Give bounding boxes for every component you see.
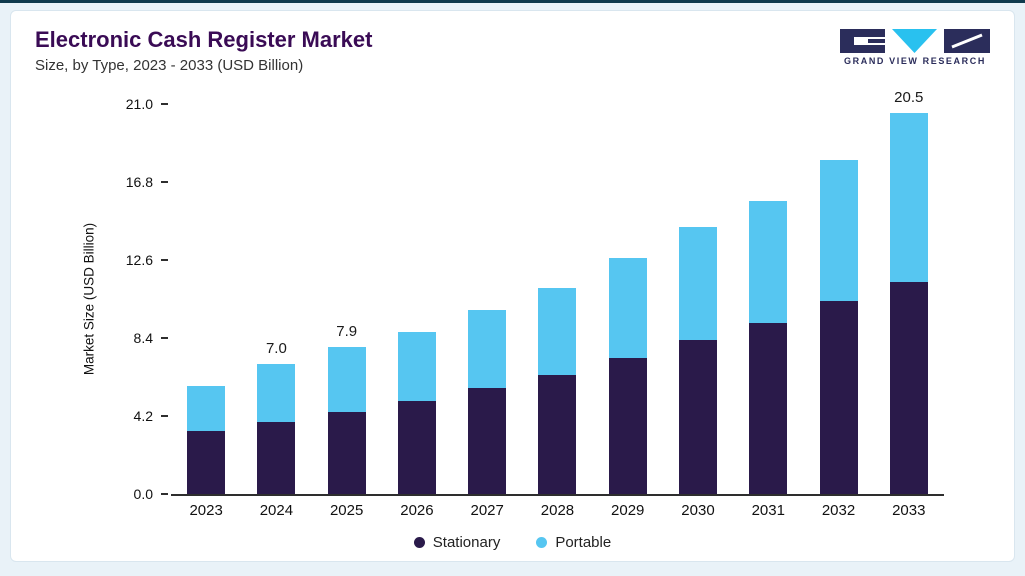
x-tick-label: 2028 [540, 502, 575, 519]
legend-label: Stationary [432, 534, 501, 551]
stacked-bar-2030[interactable] [678, 226, 717, 494]
y-tick-mark [161, 337, 168, 339]
stacked-bar-2031[interactable] [749, 200, 788, 494]
bar-group-2024: 7.0 [241, 104, 311, 494]
x-tick-label: 2025 [329, 502, 364, 519]
logo-text: GRAND VIEW RESEARCH [844, 56, 986, 66]
bar-group-2029 [593, 104, 663, 494]
portable-segment[interactable] [819, 159, 858, 301]
logo-mark-icon [840, 29, 990, 53]
stationary-segment[interactable] [538, 375, 577, 494]
bar-group-2023 [171, 104, 241, 494]
y-tick-label: 21.0 [125, 96, 153, 112]
portable-segment[interactable] [397, 332, 436, 402]
y-tick-mark [161, 259, 168, 261]
logo-r-slash [951, 33, 983, 49]
stationary-segment[interactable] [257, 421, 296, 494]
bar-group-2033: 20.5 [874, 89, 944, 494]
x-tick-label: 2027 [470, 502, 504, 519]
portable-segment[interactable] [468, 310, 507, 389]
y-axis-title: Market Size (USD Billion) [81, 222, 97, 376]
portable-segment[interactable] [187, 386, 226, 431]
logo-v-triangle [892, 29, 937, 53]
y-tick-mark [161, 415, 168, 417]
legend-item-stationary[interactable]: Stationary [413, 534, 501, 551]
bar-value-label: 20.5 [894, 89, 924, 107]
y-tick-label: 12.6 [125, 252, 153, 268]
x-tick-label: 2033 [892, 502, 926, 519]
stacked-bar-2025[interactable] [327, 347, 366, 494]
y-tick-label: 16.8 [125, 174, 153, 190]
y-tick-label: 8.4 [133, 330, 153, 346]
stacked-bar-2029[interactable] [608, 258, 647, 494]
stacked-bar-2027[interactable] [468, 310, 507, 494]
bar-group-2030 [663, 104, 733, 494]
title-block: Electronic Cash Register Market Size, by… [35, 27, 372, 74]
bar-value-label: 7.0 [265, 340, 287, 358]
portable-segment[interactable] [257, 364, 296, 422]
bar-group-2027 [452, 104, 522, 494]
y-tick-mark [161, 493, 168, 495]
stacked-bar-2033[interactable] [889, 113, 928, 494]
x-tick-label: 2031 [751, 502, 785, 519]
bar-group-2028 [522, 104, 592, 494]
page-background: Electronic Cash Register Market Size, by… [0, 0, 1025, 562]
legend-item-portable[interactable]: Portable [536, 534, 611, 551]
stationary-segment[interactable] [749, 323, 788, 494]
stacked-bar-2026[interactable] [397, 332, 436, 494]
portable-segment[interactable] [608, 258, 647, 359]
logo-g-bar [868, 39, 885, 43]
y-tick-label: 4.2 [133, 408, 153, 424]
bars-container: 7.0 7.9 20.5 [171, 89, 944, 494]
logo-g-shape [840, 29, 885, 53]
stationary-segment[interactable] [187, 430, 226, 494]
stationary-segment[interactable] [678, 339, 717, 494]
chart-area: Market Size (USD Billion) 0.0 4.2 8.4 12.6 1… [11, 74, 1014, 551]
portable-segment[interactable] [678, 226, 717, 340]
bar-group-2025: 7.9 [312, 104, 382, 494]
bar-group-2032 [803, 104, 873, 494]
legend-label: Portable [555, 534, 612, 551]
stacked-bar-2032[interactable] [819, 159, 858, 494]
stacked-bar-2023[interactable] [187, 386, 226, 494]
stationary-segment[interactable] [397, 401, 436, 494]
stationary-segment[interactable] [468, 388, 507, 494]
stationary-segment[interactable] [889, 282, 928, 494]
x-tick-label: 2024 [259, 502, 294, 519]
stacked-bar-2028[interactable] [538, 287, 577, 494]
stationary-segment[interactable] [608, 358, 647, 494]
plot-area: 0.0 4.2 8.4 12.6 16.8 21.0 7.0 7.9 20.5 [126, 89, 944, 502]
x-tick-label: 2032 [821, 502, 856, 519]
bar-group-2031 [733, 104, 803, 494]
y-tick-label: 0.0 [133, 486, 153, 502]
x-axis-labels: 2023 2024 2025 2026 2027 2028 2029 2030 2031 2032… [171, 502, 944, 519]
y-tick-mark [161, 181, 168, 183]
portable-segment[interactable] [889, 113, 928, 283]
stacked-bar-2024[interactable] [257, 364, 296, 494]
chart-title: Electronic Cash Register Market [35, 27, 373, 52]
top-accent-line [0, 0, 1025, 3]
legend-dot [413, 537, 425, 548]
chart-card: Electronic Cash Register Market Size, by… [10, 10, 1015, 562]
x-tick-label: 2026 [400, 502, 434, 519]
x-tick-label: 2029 [611, 502, 645, 519]
portable-segment[interactable] [538, 287, 577, 376]
bar-group-2026 [382, 104, 452, 494]
legend: Stationary Portable [11, 534, 1014, 551]
legend-dot [536, 537, 548, 548]
x-tick-label: 2030 [681, 502, 715, 519]
chart-subtitle: Size, by Type, 2023 - 2033 (USD Billion) [35, 57, 304, 74]
grand-view-research-logo: GRAND VIEW RESEARCH [840, 27, 990, 66]
y-tick-mark [161, 103, 168, 105]
portable-segment[interactable] [749, 200, 788, 324]
x-tick-label: 2023 [189, 502, 223, 519]
stationary-segment[interactable] [327, 412, 366, 494]
chart-header: Electronic Cash Register Market Size, by… [11, 11, 1014, 74]
portable-segment[interactable] [327, 347, 366, 413]
stationary-segment[interactable] [819, 300, 858, 494]
bar-value-label: 7.9 [336, 323, 358, 341]
